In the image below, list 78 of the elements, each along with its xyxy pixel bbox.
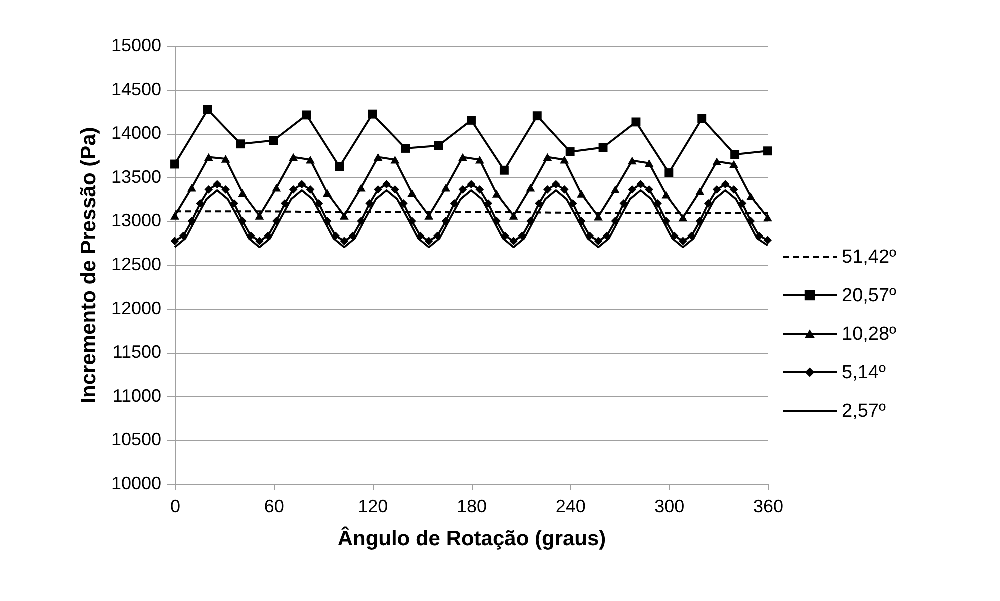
- point: [458, 153, 468, 162]
- x-tick-label: 300: [654, 496, 685, 516]
- x-tick-label: 180: [456, 496, 488, 516]
- point: [730, 160, 738, 168]
- point: [628, 156, 637, 165]
- y-tick-label: 11000: [112, 386, 162, 406]
- point: [492, 190, 502, 198]
- point: [560, 156, 570, 164]
- y-tick-label: 15000: [111, 36, 162, 56]
- point: [255, 212, 264, 220]
- point: [566, 148, 575, 156]
- point: [221, 155, 230, 163]
- legend-label: 51,42º: [842, 247, 897, 268]
- point: [340, 212, 349, 220]
- y-tick-label: 13000: [111, 210, 162, 231]
- x-tick-label: 240: [556, 496, 586, 516]
- point: [543, 153, 552, 162]
- point: [662, 191, 671, 199]
- point: [698, 114, 707, 124]
- point: [509, 212, 518, 220]
- point: [712, 158, 722, 166]
- point: [374, 153, 383, 162]
- point: [236, 140, 246, 149]
- point: [678, 214, 688, 222]
- point: [238, 189, 248, 198]
- legend-label: 20,57º: [842, 286, 897, 306]
- legend-label: 5,14º: [842, 362, 886, 384]
- point: [401, 144, 410, 153]
- point: [532, 112, 542, 121]
- point: [475, 156, 484, 164]
- point: [434, 141, 444, 150]
- y-tick-label: 13500: [111, 166, 162, 187]
- point: [390, 156, 400, 164]
- x-axis-title: Ângulo de Rotação (graus): [338, 526, 606, 550]
- point: [526, 184, 536, 192]
- legend-label: 2,57º: [842, 401, 886, 422]
- x-tick-label: 120: [358, 496, 388, 516]
- point: [730, 150, 740, 160]
- point: [764, 146, 772, 156]
- point: [170, 160, 180, 169]
- point: [467, 116, 476, 125]
- point: [170, 212, 180, 220]
- point: [408, 189, 417, 198]
- point: [302, 110, 312, 120]
- point: [746, 192, 756, 201]
- y-tick-label: 12500: [111, 254, 162, 274]
- point: [203, 105, 212, 114]
- point: [306, 156, 315, 164]
- point: [664, 168, 674, 178]
- point: [289, 153, 298, 162]
- point: [598, 143, 608, 152]
- y-tick-label: 10500: [111, 430, 162, 450]
- x-tick-label: 60: [264, 496, 284, 516]
- point: [577, 190, 586, 198]
- point: [272, 184, 282, 192]
- point: [500, 166, 509, 175]
- point: [269, 136, 278, 146]
- point: [632, 118, 641, 127]
- y-tick-label: 11500: [112, 342, 162, 362]
- y-axis-title: Incremento de Pressão (Pa): [77, 127, 100, 404]
- x-tick-label: 360: [753, 496, 784, 516]
- point: [187, 184, 196, 192]
- point: [610, 186, 620, 194]
- y-tick-label: 10000: [111, 474, 162, 494]
- x-tick-label: 0: [170, 496, 181, 516]
- y-tick-label: 14500: [111, 79, 162, 100]
- point: [322, 189, 332, 198]
- legend-label: 10,28º: [842, 324, 897, 345]
- point: [763, 214, 772, 222]
- point: [204, 153, 214, 162]
- y-tick-label: 14000: [111, 123, 162, 144]
- point: [368, 110, 378, 119]
- point: [442, 184, 451, 192]
- point: [696, 188, 705, 196]
- point: [356, 184, 366, 192]
- point: [335, 162, 344, 172]
- point: [644, 160, 654, 168]
- y-tick-label: 12000: [111, 298, 162, 318]
